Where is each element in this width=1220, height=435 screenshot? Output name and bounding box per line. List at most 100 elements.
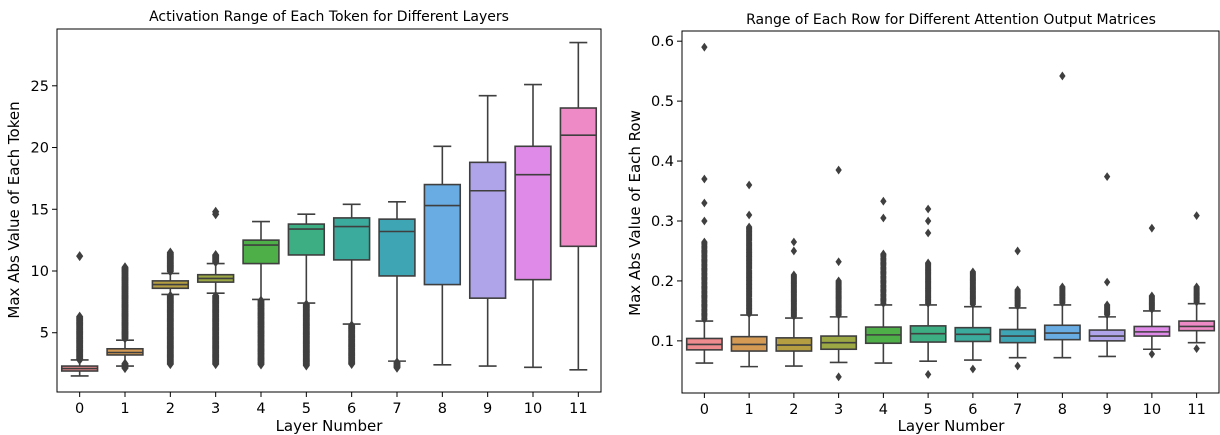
x-tick-label: 4 xyxy=(879,402,888,418)
box-3 xyxy=(198,264,234,294)
x-tick-label: 11 xyxy=(1187,402,1205,418)
x-ticks: 0 1 2 3 4 5 6 7 8 9 10 11 xyxy=(700,393,1206,418)
outlier-marker xyxy=(1059,72,1065,81)
outlier-markers xyxy=(880,250,886,308)
x-tick-label: 8 xyxy=(438,401,447,417)
outlier-marker xyxy=(925,205,931,214)
outlier-marker xyxy=(1149,350,1155,359)
outlier-marker xyxy=(746,181,752,190)
outlier-markers xyxy=(76,312,83,365)
x-tick-label: 7 xyxy=(1013,402,1022,418)
y-tick-label: 25 xyxy=(31,79,49,95)
outlier-markers xyxy=(925,259,931,308)
x-axis-label: Layer Number xyxy=(276,417,384,435)
outlier-marker xyxy=(925,229,931,238)
outlier-markers xyxy=(212,291,219,369)
outlier-markers xyxy=(970,268,976,309)
x-tick-label: 2 xyxy=(166,401,175,417)
x-tick-label: 5 xyxy=(302,401,311,417)
outlier-marker xyxy=(1104,172,1110,181)
iqr-box xyxy=(334,218,370,260)
y-tick-label: 15 xyxy=(31,202,49,218)
box-1 xyxy=(731,315,766,367)
box-0 xyxy=(687,321,722,363)
x-tick-label: 1 xyxy=(745,402,754,418)
box-3 xyxy=(821,317,856,363)
outlier-marker xyxy=(701,175,707,184)
box-10 xyxy=(515,85,551,368)
outlier-marker xyxy=(701,199,707,208)
outlier-markers xyxy=(791,271,797,321)
iqr-box xyxy=(470,162,506,298)
y-tick-label: 0.4 xyxy=(651,154,674,170)
activation-range-chart: Activation Range of Each Token for Diffe… xyxy=(5,9,601,435)
y-ticks: 5 10 15 20 25 xyxy=(31,79,57,342)
outlier-marker xyxy=(835,372,841,381)
box-8 xyxy=(1045,305,1080,358)
outlier-markers xyxy=(121,262,128,343)
box-10 xyxy=(1134,311,1169,349)
box-6 xyxy=(334,204,370,324)
outlier-marker xyxy=(970,365,976,374)
y-tick-label: 0.2 xyxy=(651,274,674,290)
outlier-marker xyxy=(1014,247,1020,256)
x-tick-label: 0 xyxy=(75,401,84,417)
box-4 xyxy=(243,222,279,300)
outlier-marker xyxy=(1193,211,1199,220)
x-tick-label: 7 xyxy=(392,401,401,417)
x-axis-label: Layer Number xyxy=(898,417,1006,435)
chart-title: Activation Range of Each Token for Diffe… xyxy=(149,9,509,25)
y-tick-label: 0.6 xyxy=(651,34,674,50)
chart-title: Range of Each Row for Different Attentio… xyxy=(746,12,1156,28)
outlier-marker xyxy=(76,251,83,261)
y-tick-label: 0.5 xyxy=(651,94,674,110)
x-ticks: 0 1 2 3 4 5 6 7 8 9 10 11 xyxy=(75,392,588,417)
x-tick-label: 10 xyxy=(1143,402,1161,418)
outlier-markers xyxy=(348,320,355,369)
x-tick-label: 4 xyxy=(256,401,265,417)
outlier-marker xyxy=(1104,278,1110,287)
y-tick-label: 20 xyxy=(31,141,49,157)
y-axis-label: Max Abs Value of Each Token xyxy=(5,101,23,318)
outlier-markers xyxy=(167,291,174,369)
outlier-marker xyxy=(925,370,931,379)
outlier-markers xyxy=(257,296,264,370)
x-tick-label: 9 xyxy=(1103,402,1112,418)
x-tick-label: 11 xyxy=(569,401,587,417)
box-7 xyxy=(1000,308,1035,358)
box-4 xyxy=(866,305,901,363)
box-9 xyxy=(1089,317,1124,357)
x-tick-label: 3 xyxy=(211,401,220,417)
x-tick-label: 8 xyxy=(1058,402,1067,418)
iqr-box xyxy=(515,146,551,279)
y-tick-label: 10 xyxy=(31,264,49,280)
box-5 xyxy=(910,305,945,361)
outlier-marker xyxy=(925,217,931,226)
outlier-markers xyxy=(303,299,310,370)
outlier-marker xyxy=(880,214,886,223)
iqr-box xyxy=(379,219,415,276)
outlier-markers xyxy=(701,238,707,324)
outlier-markers xyxy=(1059,283,1065,308)
box-8 xyxy=(424,146,460,365)
outlier-marker xyxy=(791,238,797,247)
outlier-markers xyxy=(746,223,752,319)
x-tick-label: 6 xyxy=(968,402,977,418)
box-series xyxy=(687,43,1215,381)
x-tick-label: 9 xyxy=(483,401,492,417)
box-series xyxy=(62,43,596,376)
outlier-marker xyxy=(1193,344,1199,353)
y-axis-label: Max Abs Value of Each Row xyxy=(626,110,644,316)
iqr-box xyxy=(560,108,596,246)
attention-row-range-chart: Range of Each Row for Different Attentio… xyxy=(626,12,1219,435)
box-5 xyxy=(288,214,324,303)
x-tick-label: 3 xyxy=(834,402,843,418)
outlier-markers xyxy=(835,277,841,320)
y-tick-label: 5 xyxy=(40,326,49,342)
box-11 xyxy=(560,43,596,370)
outlier-marker xyxy=(701,217,707,226)
x-tick-label: 0 xyxy=(700,402,709,418)
outlier-marker xyxy=(835,166,841,175)
outlier-marker xyxy=(1149,224,1155,233)
